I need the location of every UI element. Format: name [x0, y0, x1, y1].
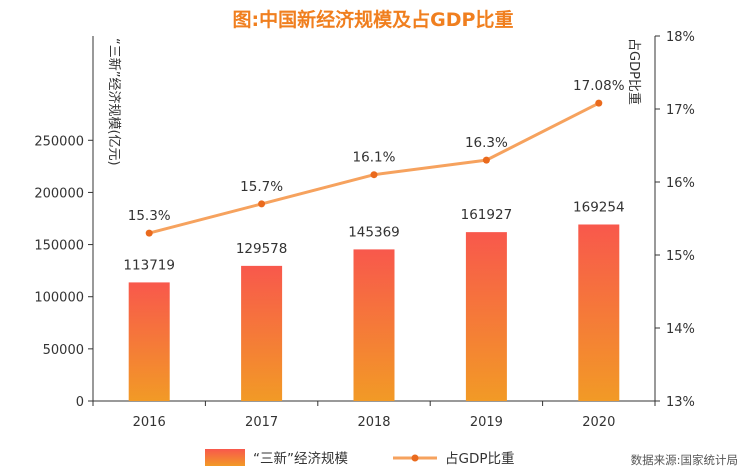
- legend-line-label: 占GDP比重: [445, 451, 515, 467]
- right-tick-label: 18%: [666, 30, 695, 45]
- bar-value-label: 161927: [461, 207, 513, 223]
- left-tick-label: 250000: [34, 134, 84, 149]
- line-point: [482, 156, 490, 164]
- line-value-label: 15.3%: [128, 208, 171, 224]
- line-value-label: 15.7%: [240, 179, 283, 195]
- series-line: [147, 101, 601, 235]
- bar: [241, 265, 283, 401]
- line-point: [145, 229, 153, 237]
- line-value-label: 16.3%: [465, 135, 508, 151]
- right-tick-label: 14%: [666, 322, 695, 337]
- legend-bar-swatch: [205, 449, 245, 466]
- right-axis-label: 占GDP比重: [626, 38, 642, 105]
- legend-bar-label: “三新”经济规模: [253, 451, 348, 467]
- bar-value-label: 129578: [236, 241, 288, 257]
- bar: [353, 249, 395, 401]
- x-tick-label: 2016: [133, 415, 166, 430]
- left-axis-label: “三新”经济规模(亿元): [106, 38, 122, 166]
- bar-value-label: 113719: [123, 257, 175, 273]
- line-point: [595, 99, 603, 107]
- chart-title: 图:中国新经济规模及占GDP比重: [233, 8, 514, 31]
- source-note: 数据来源:国家统计局: [631, 453, 738, 467]
- right-tick-label: 15%: [666, 249, 695, 264]
- right-tick-label: 17%: [666, 103, 695, 118]
- x-tick-label: 2019: [470, 415, 503, 430]
- line-value-label: 17.08%: [573, 78, 625, 94]
- bar: [578, 224, 620, 401]
- legend: “三新”经济规模 占GDP比重: [205, 449, 515, 467]
- bar-value-label: 145369: [348, 224, 400, 240]
- line-point: [370, 171, 378, 179]
- left-tick-label: 200000: [34, 186, 84, 201]
- bar-value-label: 169254: [573, 199, 625, 215]
- x-tick-label: 2017: [245, 415, 278, 430]
- left-tick-label: 100000: [34, 291, 84, 306]
- left-tick-label: 150000: [34, 239, 84, 254]
- x-tick-label: 2018: [357, 415, 390, 430]
- line-value-label: 16.1%: [353, 150, 396, 166]
- line-point: [258, 200, 266, 208]
- x-tick-label: 2020: [582, 415, 615, 430]
- right-tick-label: 13%: [666, 395, 695, 410]
- bar: [128, 282, 170, 401]
- left-tick-label: 0: [76, 395, 84, 410]
- left-tick-label: 50000: [43, 343, 84, 358]
- right-tick-label: 16%: [666, 176, 695, 191]
- legend-line-marker: [411, 454, 419, 462]
- bar: [465, 232, 507, 401]
